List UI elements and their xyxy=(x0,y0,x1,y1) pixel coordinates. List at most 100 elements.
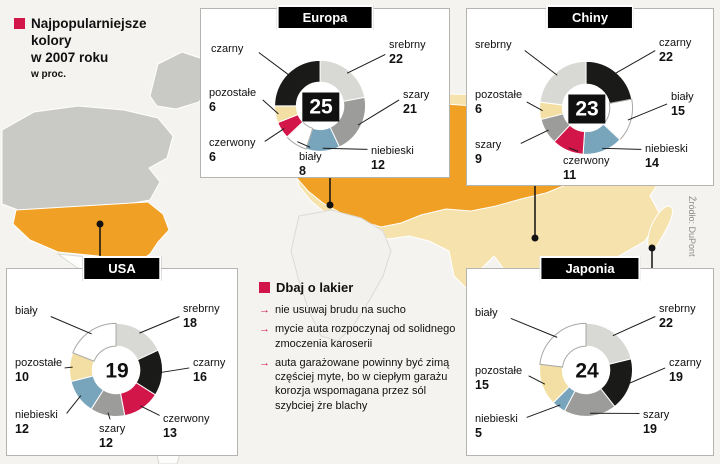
chart-label-srebrny: srebrny 18 xyxy=(183,303,237,331)
chart-label-czarny: czarny xyxy=(211,43,261,56)
label-name: srebrny xyxy=(389,39,426,51)
label-name: czerwony xyxy=(209,137,256,149)
legend-title-line2: kolory xyxy=(31,32,72,48)
chart-label-bialy: biały 8 xyxy=(299,151,343,179)
chart-label-bialy: biały xyxy=(475,307,517,320)
label-name: czerwony xyxy=(163,413,210,425)
chart-label-niebieski: niebieski 5 xyxy=(475,413,541,441)
chart-label-czarny: czarny 19 xyxy=(669,357,719,385)
care-tip: → auta garażowane powinny być zimą częśc… xyxy=(259,356,459,413)
label-value: 16 xyxy=(193,369,207,384)
label-name: niebieski xyxy=(645,143,688,155)
callout-japonia xyxy=(648,244,656,270)
source-credit: Źródło: DuPont xyxy=(687,196,697,257)
leader-line xyxy=(264,128,285,142)
care-tip: → nie usuwaj brudu na sucho xyxy=(259,303,459,317)
leader-line xyxy=(66,395,82,414)
chart-label-czerwony: czerwony 11 xyxy=(563,155,625,183)
leader-line xyxy=(528,375,546,385)
donut-chart-europa xyxy=(258,52,400,152)
chart-label-srebrny: srebrny xyxy=(475,39,531,52)
chart-label-szary: szary 19 xyxy=(643,409,687,437)
legend-title: Najpopularniejsze kolory w 2007 roku xyxy=(31,16,147,67)
label-value: 21 xyxy=(403,101,417,116)
care-heading-text: Dbaj o lakier xyxy=(276,280,354,295)
chart-label-niebieski: niebieski 14 xyxy=(645,143,713,171)
legend: Najpopularniejsze kolory w 2007 roku w p… xyxy=(14,16,147,80)
chart-label-bialy: biały xyxy=(15,305,57,318)
label-value: 6 xyxy=(475,101,482,116)
label-value: 9 xyxy=(475,151,482,166)
label-name: pozostałe xyxy=(209,87,257,99)
segment-bialy xyxy=(539,322,587,368)
chart-panel-chiny: Chiny czarny 22 biały 15 niebieski 14 czerwony… xyxy=(466,5,714,186)
segment-czarny xyxy=(274,59,321,107)
callout-europa xyxy=(326,176,334,209)
chart-title-chiny: Chiny xyxy=(545,5,635,30)
leader-line xyxy=(297,141,311,148)
chart-panel-usa: USA srebrny 18 czarny 16 czerwony 13 szary 12 ni… xyxy=(6,256,238,456)
label-value: 15 xyxy=(671,103,685,118)
chart-label-pozostale: pozostałe 10 xyxy=(15,357,79,385)
care-tip-text: mycie auta rozpoczynaj od solidnego zmoc… xyxy=(275,323,456,350)
care-section: Dbaj o lakier → nie usuwaj brudu na such… xyxy=(259,280,459,418)
care-bullet-icon xyxy=(259,282,270,293)
leader-line xyxy=(568,147,579,152)
label-name: czarny xyxy=(669,357,702,369)
leader-line xyxy=(64,366,73,369)
chart-title-usa: USA xyxy=(82,256,162,281)
label-name: pozostałe xyxy=(15,357,63,369)
segment-bialy xyxy=(72,322,117,362)
legend-title-line1: Najpopularniejsze xyxy=(31,16,147,31)
leader-line xyxy=(140,405,160,416)
label-name: niebieski xyxy=(475,413,518,425)
label-value: 11 xyxy=(563,167,577,182)
chart-title-europa: Europa xyxy=(276,5,374,30)
leader-line xyxy=(159,367,190,374)
label-value: 5 xyxy=(475,425,482,440)
donut-chart-japonia xyxy=(510,316,666,418)
label-value: 14 xyxy=(645,155,659,170)
legend-bullet-icon xyxy=(14,18,25,29)
leader-line xyxy=(526,404,561,418)
chart-label-bialy: biały 15 xyxy=(671,91,713,119)
label-name: pozostałe xyxy=(475,89,523,101)
leader-line xyxy=(520,129,549,144)
label-value: 6 xyxy=(209,99,216,114)
chart-label-czerwony: czerwony 13 xyxy=(163,413,225,441)
segment-srebrny xyxy=(585,322,632,365)
label-value: 12 xyxy=(99,435,113,450)
leader-line xyxy=(50,316,92,335)
donut-center-value: 19 xyxy=(105,359,129,383)
chart-label-szary: szary 12 xyxy=(99,423,143,451)
chart-label-srebrny: srebrny 22 xyxy=(389,39,445,67)
leader-line xyxy=(526,101,543,112)
leader-line xyxy=(613,50,656,75)
label-name: biały xyxy=(475,307,498,319)
chart-label-niebieski: niebieski 12 xyxy=(15,409,81,437)
label-name: czarny xyxy=(193,357,226,369)
label-value: 12 xyxy=(15,421,29,436)
legend-subtitle: w proc. xyxy=(31,68,67,80)
label-name: srebrny xyxy=(183,303,220,315)
leader-line xyxy=(524,50,558,76)
label-name: szary xyxy=(643,409,670,421)
leader-line xyxy=(627,367,666,385)
leader-line xyxy=(107,412,111,420)
label-name: szary xyxy=(99,423,126,435)
care-heading: Dbaj o lakier xyxy=(259,280,459,295)
donut-chart-usa xyxy=(50,316,190,420)
chart-panel-japonia: Japonia srebrny 22 czarny 19 szary 19 niebiesk… xyxy=(466,256,714,456)
leader-line xyxy=(139,316,180,334)
label-value: 6 xyxy=(209,149,216,164)
label-value: 15 xyxy=(475,377,489,392)
callout-chiny xyxy=(531,184,539,242)
label-value: 8 xyxy=(299,163,306,178)
label-name: czerwony xyxy=(563,155,610,167)
care-tip-text: nie usuwaj brudu na sucho xyxy=(275,304,406,316)
chart-label-szary: szary 9 xyxy=(475,139,521,167)
tip-arrow-icon: → xyxy=(259,323,270,336)
segment-srebrny xyxy=(539,60,587,106)
donut-center-value: 23 xyxy=(568,94,606,124)
